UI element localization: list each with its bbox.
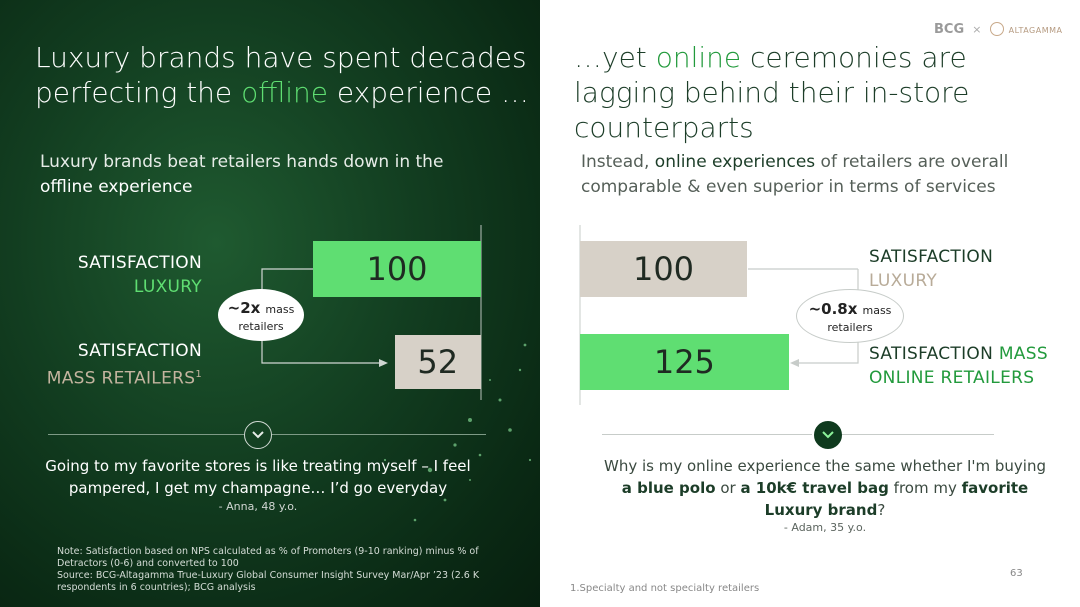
left-separator-left bbox=[48, 434, 244, 435]
right-quote-attribution: - Adam, 35 y.o. bbox=[783, 521, 867, 534]
right-title: …yet online ceremonies are lagging behin… bbox=[574, 41, 970, 144]
altagamma-logo-icon bbox=[989, 21, 1004, 36]
right-separator-left bbox=[602, 434, 812, 435]
sparkle-decoration bbox=[383, 343, 532, 522]
right-luxury-label: SATISFACTION LUXURY bbox=[869, 247, 994, 291]
bcg-logo: BCG bbox=[934, 22, 965, 37]
left-quote-attribution: - Anna, 48 y.o. bbox=[218, 500, 298, 513]
right-quote: Why is my online experience the same whe… bbox=[603, 457, 1046, 519]
left-bar-luxury: 100 bbox=[313, 241, 481, 297]
left-title: Luxury brands have spent decades perfect… bbox=[35, 41, 530, 109]
right-separator-right bbox=[840, 434, 994, 435]
chevron-down-icon bbox=[814, 421, 842, 449]
right-subtitle: Instead, online experiences of retailers… bbox=[581, 152, 1009, 197]
altagamma-logo: ALTAGAMMA bbox=[1008, 26, 1063, 35]
left-panel: Luxury brands have spent decades perfect… bbox=[0, 0, 540, 607]
left-mass-label: SATISFACTION MASS RETAILERS1 bbox=[46, 341, 202, 389]
left-quote: Going to my favorite stores is like trea… bbox=[45, 457, 471, 497]
left-luxury-label: SATISFACTION LUXURY bbox=[77, 253, 202, 297]
left-bar-mass: 52 bbox=[394, 335, 481, 389]
footnote: 1.Specialty and not specialty retailers bbox=[570, 583, 760, 594]
right-bar-online: 125 bbox=[580, 334, 789, 390]
logo-area: BCG × ALTAGAMMA bbox=[934, 21, 1063, 37]
left-ratio-bubble: ~2x mass retailers bbox=[218, 289, 304, 341]
left-subtitle: Luxury brands beat retailers hands down … bbox=[40, 152, 444, 197]
right-bar-luxury: 100 bbox=[580, 241, 747, 297]
right-panel: BCG × ALTAGAMMA …yet online ceremonies a… bbox=[540, 0, 1080, 607]
left-note: Note: Satisfaction based on NPS calculat… bbox=[57, 546, 480, 593]
left-separator-right bbox=[272, 434, 486, 435]
right-ratio-bubble: ~0.8x mass retailers bbox=[796, 289, 904, 343]
chevron-down-icon bbox=[244, 421, 272, 449]
page-number: 63 bbox=[1010, 568, 1023, 579]
right-online-label: SATISFACTION MASS ONLINE RETAILERS bbox=[869, 344, 1048, 388]
